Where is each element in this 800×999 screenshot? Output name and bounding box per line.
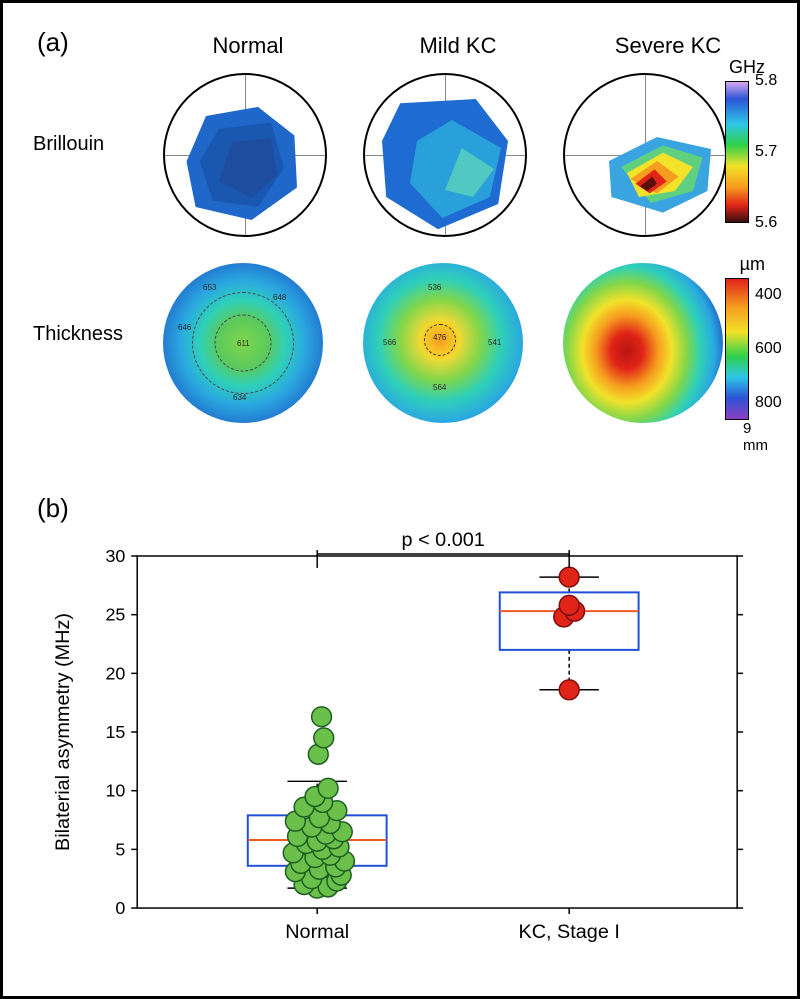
svg-text:5: 5 bbox=[115, 839, 125, 859]
thickness-mild: 476 536 566 541 564 bbox=[363, 263, 523, 423]
panel-b-label: (b) bbox=[37, 493, 69, 524]
thickness-cb-title: µm bbox=[740, 254, 765, 275]
svg-text:Bilaterial asymmetry (MHz): Bilaterial asymmetry (MHz) bbox=[52, 613, 74, 851]
svg-text:0: 0 bbox=[115, 898, 125, 918]
svg-text:Normal: Normal bbox=[285, 921, 349, 943]
panel-a-label: (a) bbox=[37, 27, 69, 58]
thickness-normal: 611 653 648 646 634 bbox=[163, 263, 323, 423]
brillouin-row bbox=[163, 73, 723, 233]
figure-frame: (a) Normal Mild KC Severe KC Brillouin bbox=[0, 0, 800, 999]
svg-text:KC, Stage I: KC, Stage I bbox=[518, 921, 619, 943]
svg-text:20: 20 bbox=[105, 663, 125, 683]
brillouin-mild bbox=[363, 73, 523, 233]
panel-b: (b) 051015202530Bilaterial asymmetry (MH… bbox=[43, 503, 757, 966]
brillouin-severe bbox=[563, 73, 723, 233]
col-header-severe: Severe KC bbox=[593, 33, 743, 59]
col-header-mild: Mild KC bbox=[383, 33, 533, 59]
panel-a: (a) Normal Mild KC Severe KC Brillouin bbox=[33, 23, 767, 463]
col-header-normal: Normal bbox=[173, 33, 323, 59]
thickness-severe bbox=[563, 263, 723, 423]
row-label-brillouin: Brillouin bbox=[33, 133, 104, 156]
brillouin-normal bbox=[163, 73, 323, 233]
thickness-colorbar: µm 400 600 800 9 mm bbox=[725, 278, 747, 420]
column-headers: Normal Mild KC Severe KC bbox=[173, 33, 743, 59]
svg-text:p < 0.001: p < 0.001 bbox=[402, 529, 485, 551]
svg-text:10: 10 bbox=[105, 781, 125, 801]
brillouin-colorbar: GHz 5.8 5.7 5.6 bbox=[725, 81, 747, 223]
svg-text:25: 25 bbox=[105, 605, 125, 625]
svg-text:30: 30 bbox=[105, 546, 125, 566]
asymmetry-chart: 0 5 10 15 20 25 30 Bilaterial asymmetry (MHz) No… bbox=[43, 503, 757, 966]
svg-text:15: 15 bbox=[105, 722, 125, 742]
thickness-row: 611 653 648 646 634 476 536 566 541 564 bbox=[163, 263, 723, 423]
row-label-thickness: Thickness bbox=[33, 323, 123, 346]
